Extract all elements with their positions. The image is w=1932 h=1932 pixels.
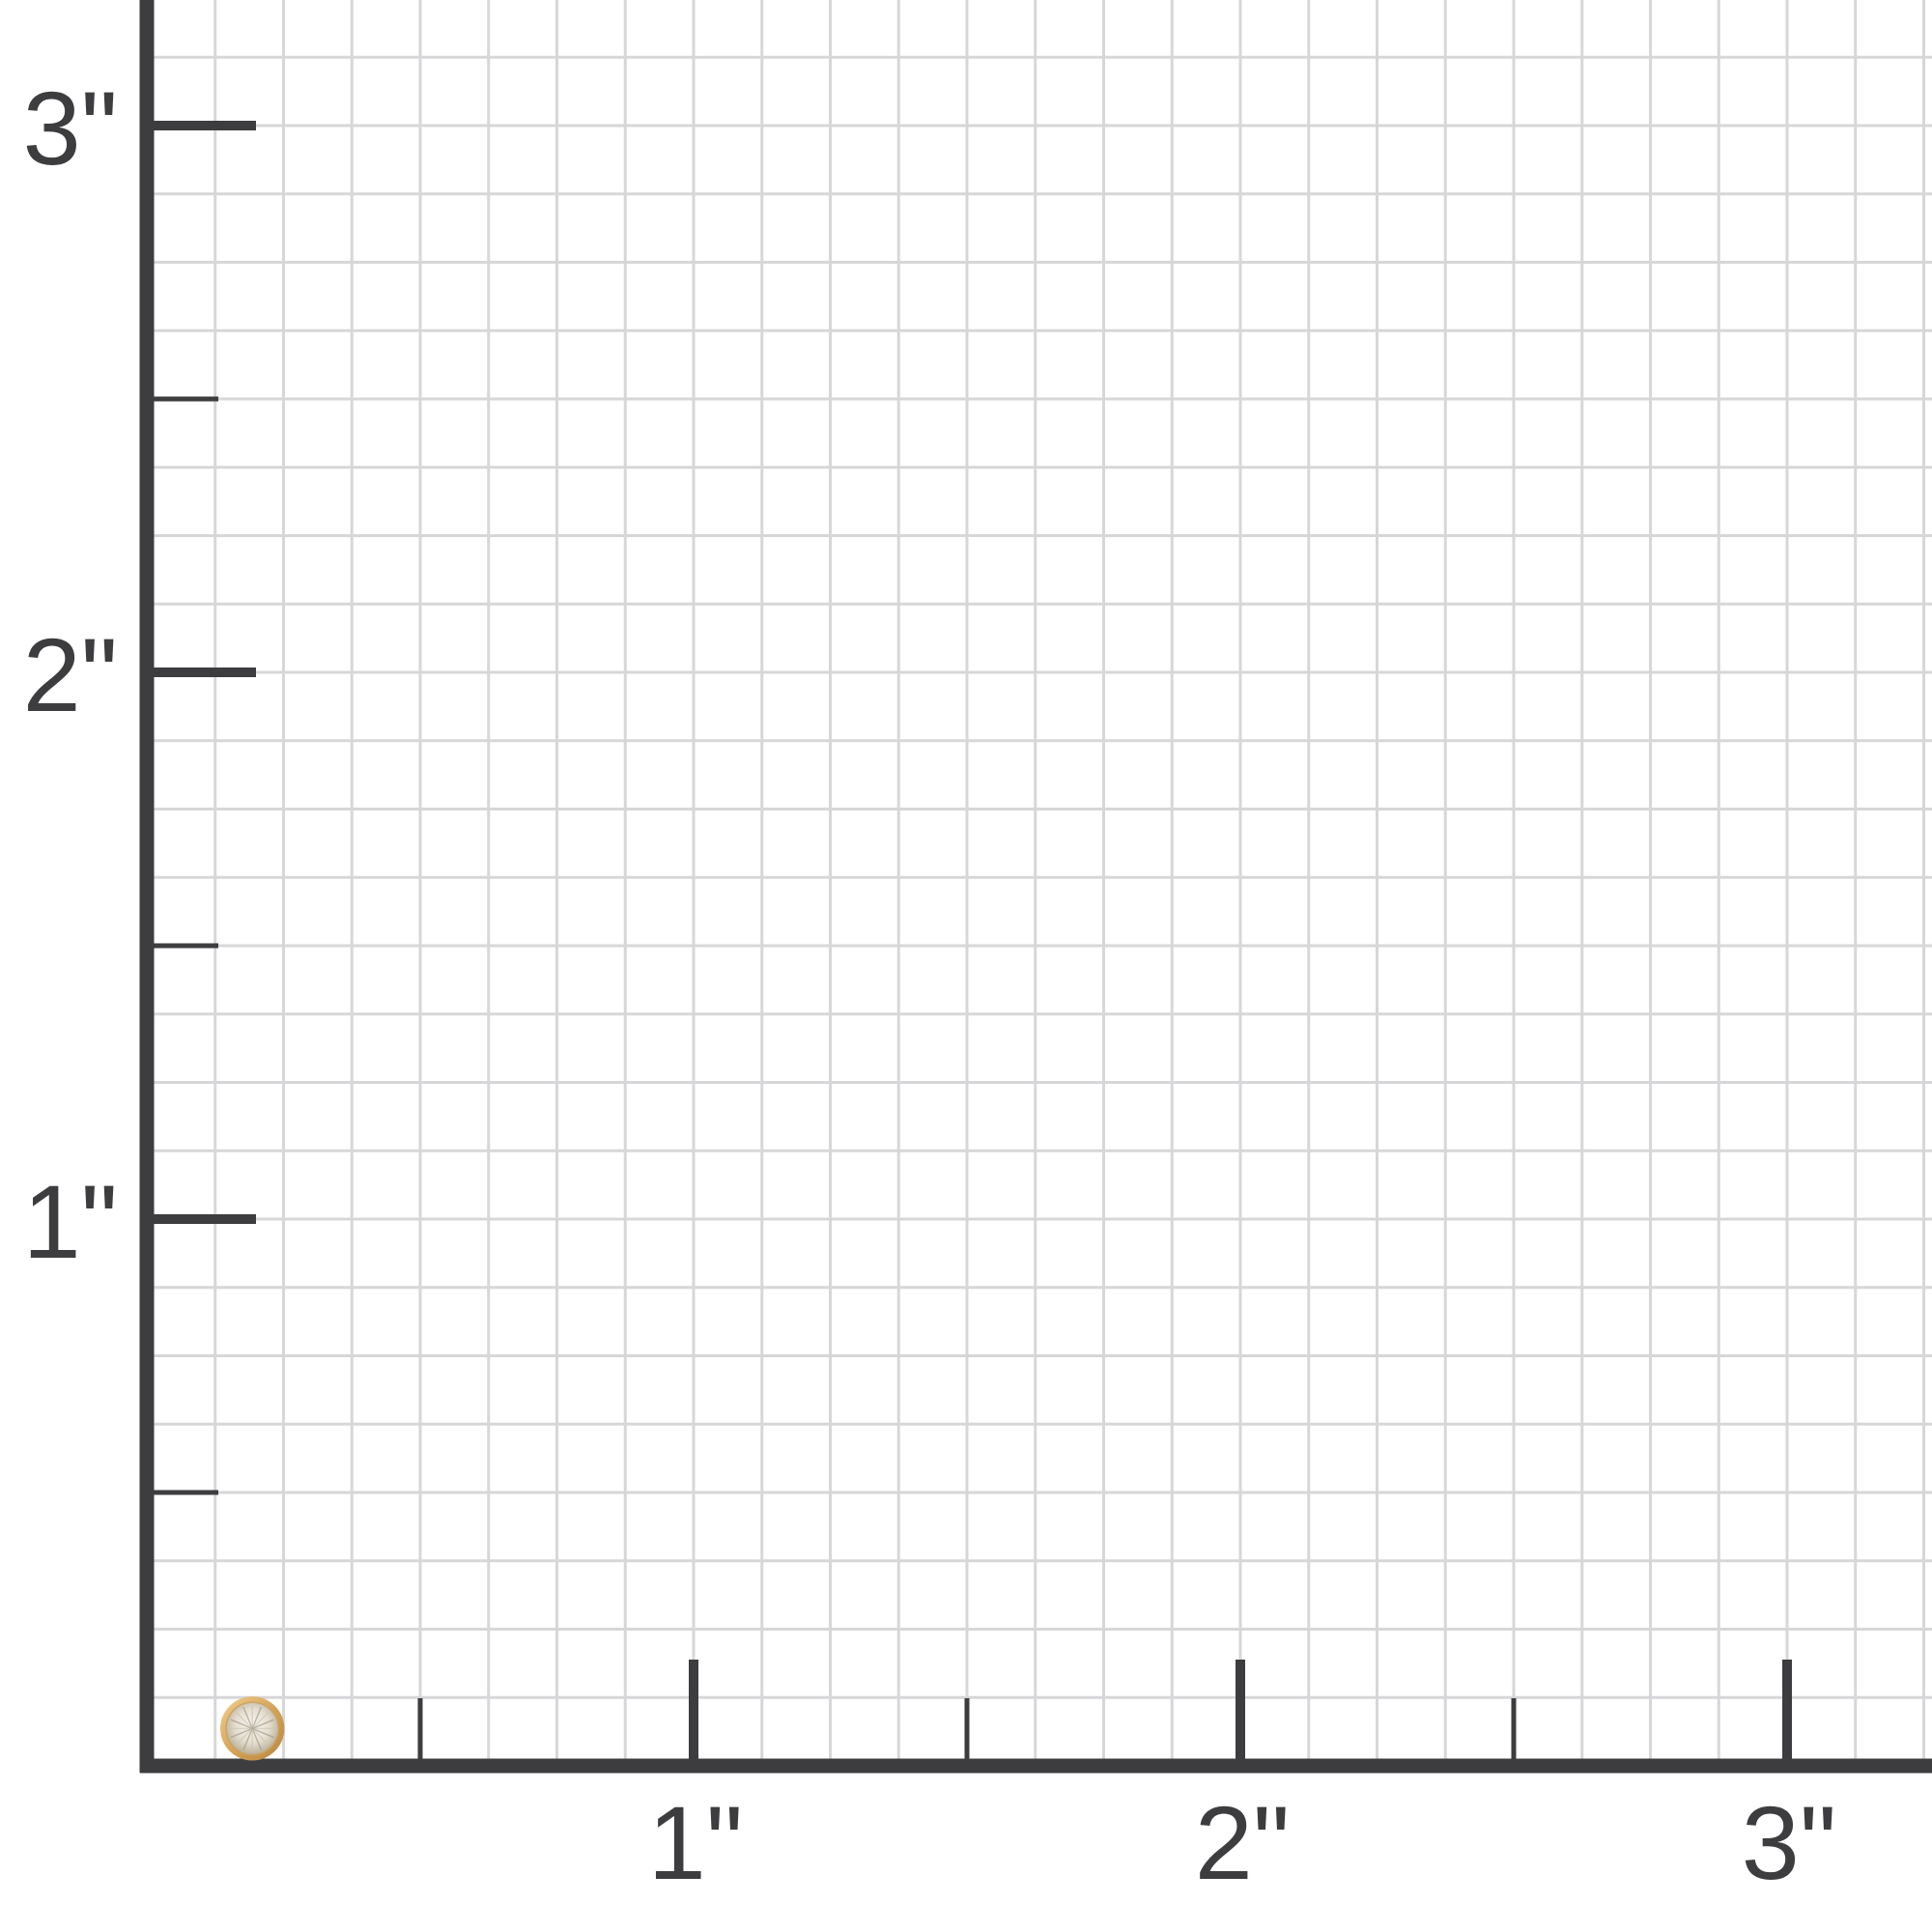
diamond-facet (235, 1727, 253, 1746)
diamond-facet (251, 1727, 270, 1746)
tick-labels: 1" 2" 3" 1" 2" 3" (23, 70, 1837, 1901)
x-tick-label-1: 1" (648, 1784, 743, 1901)
x-tick-label-3: 3" (1742, 1784, 1836, 1901)
axis-ticks (147, 121, 1792, 1766)
axes (139, 0, 1932, 1774)
diamond-facet (235, 1711, 253, 1729)
x-tick-label-2: 2" (1195, 1784, 1290, 1901)
y-tick-label-2: 2" (23, 616, 118, 733)
diamond-facet (251, 1727, 274, 1739)
diamond-facet (251, 1719, 274, 1730)
diamond-facet (242, 1728, 253, 1750)
grid-lines (147, 0, 1932, 1766)
y-tick-label-3: 3" (23, 70, 118, 186)
diamond-facet (230, 1719, 253, 1730)
bezel-diamond-stud-icon (220, 1696, 285, 1761)
diamond-facet (251, 1728, 263, 1750)
diamond-facet (242, 1706, 253, 1729)
diamond-facet (230, 1727, 253, 1739)
diamond-facet (251, 1711, 270, 1729)
y-tick-label-1: 1" (23, 1163, 118, 1280)
diamond-facet (251, 1706, 263, 1729)
